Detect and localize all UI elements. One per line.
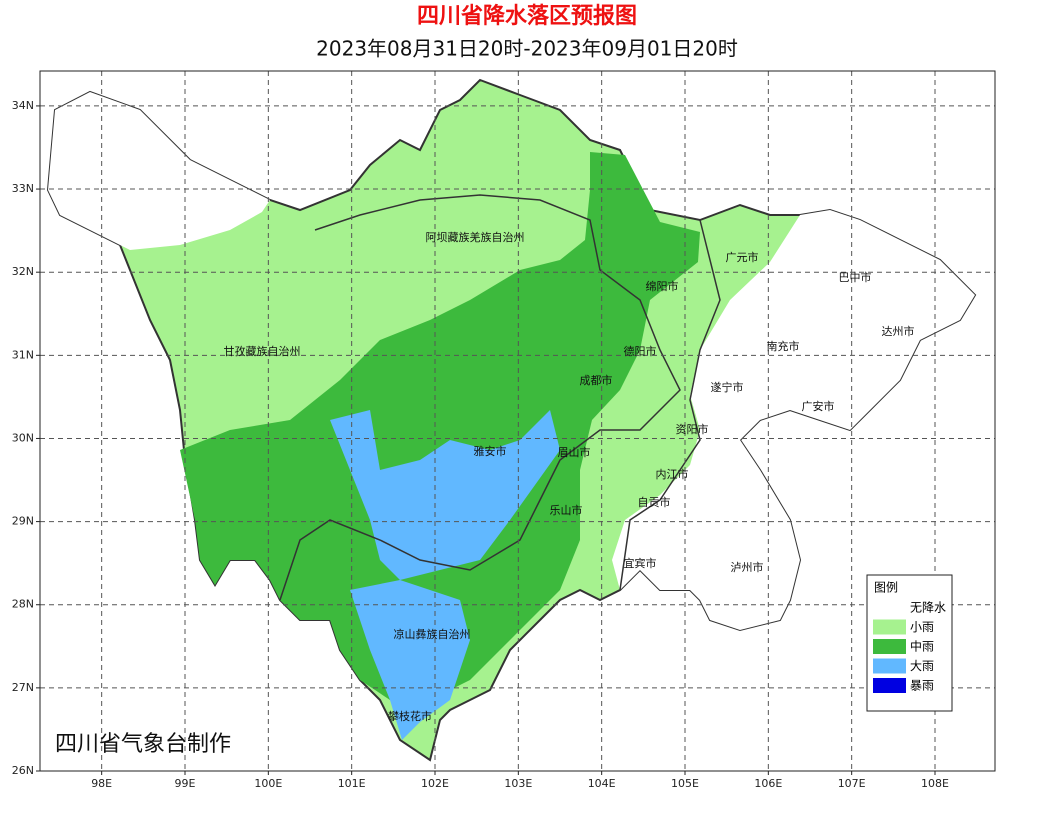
y-tick-label: 32N [12,265,34,278]
place-label: 凉山彝族自治州 [394,627,471,641]
heavy-rain-zone [350,580,470,740]
place-label: 德阳市 [624,344,657,358]
x-tick-label: 104E [588,777,616,790]
y-tick-label: 26N [12,764,34,777]
grid [40,71,995,772]
x-tick-label: 98E [91,777,112,790]
legend-swatch [873,678,906,693]
place-label: 雅安市 [474,444,507,458]
no-rain-east [612,210,975,630]
legend-label: 无降水 [910,601,946,615]
x-tick-label: 100E [254,777,282,790]
x-tick-label: 102E [421,777,449,790]
place-label: 甘孜藏族自治州 [224,344,301,358]
no-rain-northwest [48,92,270,250]
moderate-rain-zone [180,152,700,700]
legend-label: 中雨 [910,639,934,654]
x-tick-label: 108E [921,777,949,790]
place-label: 南充市 [767,339,800,353]
y-tick-label: 31N [12,348,34,361]
map-frame [39,70,996,772]
x-tick-label: 106E [754,777,782,790]
y-tick-label: 30N [12,431,34,444]
place-label: 达州市 [882,324,915,338]
heavy-rain-zone [330,410,560,580]
y-tick-label: 27N [12,681,34,694]
place-label: 广安市 [802,399,835,413]
place-label: 广元市 [726,250,759,264]
place-label: 内江市 [656,467,689,481]
place-label: 乐山市 [550,503,583,517]
legend-swatch [873,619,906,635]
x-tick-label: 103E [504,777,532,790]
x-tick-label: 107E [838,777,866,790]
legend-swatch [873,639,906,654]
y-tick-label: 33N [12,182,34,195]
y-tick-label: 34N [12,99,34,112]
place-label: 宜宾市 [624,556,657,570]
credit: 四川省气象台制作 [55,732,231,757]
regions [46,78,977,762]
map-title: 四川省降水落区预报图 [417,4,637,29]
legend-swatch [873,658,906,674]
place-label: 攀枝花市 [388,709,432,723]
legend-title: 图例 [874,581,898,595]
boundary [619,219,721,591]
place-label: 泸州市 [731,560,764,574]
place-label: 自贡市 [638,495,671,509]
legend-label: 大雨 [910,659,934,673]
place-label: 眉山市 [558,445,591,459]
x-tick-label: 105E [671,777,699,790]
y-tick-label: 29N [12,515,34,528]
legend-label: 暴雨 [910,679,934,693]
place-label: 阿坝藏族羌族自治州 [426,230,525,244]
place-label: 遂宁市 [711,380,744,394]
y-tick-label: 28N [12,598,34,611]
legend-swatch [873,600,906,615]
place-label: 巴中市 [839,270,872,284]
boundary [279,194,681,601]
place-label: 资阳市 [676,422,709,436]
place-label: 成都市 [580,373,613,387]
place-label: 绵阳市 [646,279,679,293]
x-tick-label: 99E [175,777,196,790]
map-subtitle: 2023年08月31日20时-2023年09月01日20时 [316,37,738,61]
legend-label: 小雨 [910,620,934,634]
x-tick-label: 101E [338,777,366,790]
